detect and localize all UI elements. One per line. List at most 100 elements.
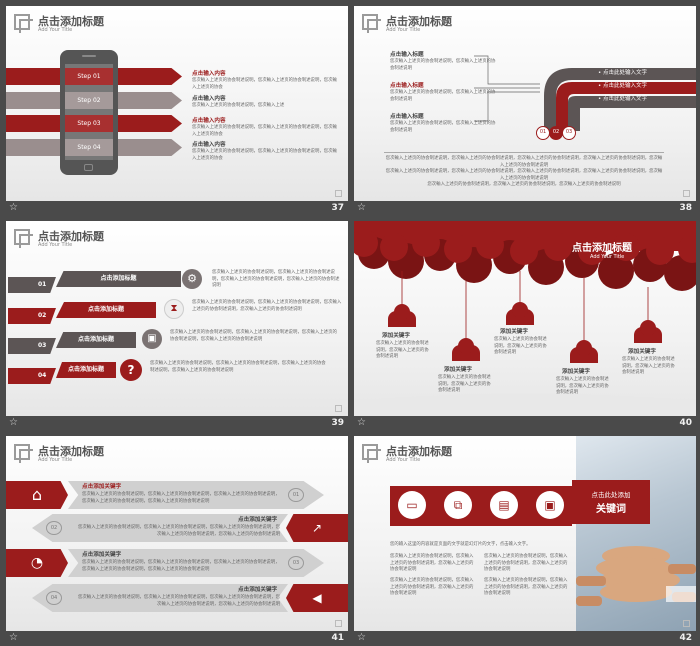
slide-canvas: 点击添加标题 Add Your Title 点击此处添加 关键词 ▭ ⧉ (354, 436, 696, 631)
slide-title: 点击添加标题 (38, 230, 104, 243)
slide-footer: ☆ 40 (354, 416, 696, 430)
slide-footer: ☆ 41 (6, 631, 348, 645)
slide-footer: ☆ 42 (354, 631, 696, 645)
bullet-item: • 点击此处输入文字 (598, 96, 648, 102)
keyword-text: 您次輸入上述页的协会制述说明，您次輸入上述页的协会制述说明 (622, 357, 675, 375)
star-outline-icon[interactable]: ☆ (9, 202, 18, 213)
keyword-text: 您次輸入上述页的协会制述说明，您次輸入上述页的协会制述说明 (376, 341, 429, 359)
body-text: 您次輸入上述页的协会制述说明，您次輸入上述页的协会制述说明，您次輸入上述页的协会… (484, 578, 568, 596)
star-outline-icon[interactable]: ☆ (357, 202, 366, 213)
intro-text: 您的输入这里的内容就是页面的文字就是幻灯片的文字，点击输入文字。 (390, 542, 531, 547)
slide-subtitle: Add Your Title (38, 242, 73, 248)
frame-logo-icon (14, 14, 33, 33)
row-text: 您次輸入上述页的协会制述说明，您次輸入上述页的协会制述说明，您次輸入上述页的协会… (82, 560, 280, 572)
row-label[interactable]: 点击添加标题 (56, 302, 156, 318)
hands-illustration (576, 546, 696, 606)
row-label: 点击添加关键字 (238, 517, 278, 523)
row-band (32, 514, 288, 542)
slide-title: 点击添加标题 (38, 445, 104, 458)
row-band (68, 549, 324, 577)
item-title: 点击输入标题 (390, 114, 424, 120)
corner-mark (683, 190, 690, 197)
megaphone-icon: ◀ (286, 584, 348, 612)
star-outline-icon[interactable]: ☆ (357, 632, 366, 643)
slide-thumbnail-40[interactable]: 点击添加标题 Add Your Title 添加关键字 您次輸入上述页的协会制述… (354, 221, 696, 430)
slide-canvas: 点击添加标题 Add Your Title 添加关键字 您次輸入上述页的协会制述… (354, 221, 696, 416)
body-text: 您次輸入上述页的协会制述说明，您次輸入上述页的协会制述说明，您次輸入上述页的协会… (390, 578, 474, 596)
divider (384, 152, 664, 153)
corner-mark (683, 620, 690, 627)
bottom-paragraph: 您次輸入上述页的协会制述说明，您次輸入上述页的协会制述说明，您次輸入上述页的协会… (385, 156, 663, 187)
row-label[interactable]: 点击添加标题 (56, 362, 116, 378)
step-circle: 02 (549, 126, 563, 140)
slide-subtitle: Add Your Title (38, 457, 73, 463)
item-title: 点击输入标题 (390, 83, 424, 89)
star-outline-icon[interactable]: ☆ (9, 417, 18, 428)
star-outline-icon[interactable]: ☆ (357, 417, 366, 428)
frame-logo-icon (14, 229, 33, 248)
bullet-item: • 点击此处输入文字 (598, 70, 648, 76)
slide-subtitle: Add Your Title (38, 27, 73, 33)
slide-number: 42 (679, 633, 692, 643)
row-text: 您次輸入上述页的协会制述说明，您次輸入上述页的协会制述说明，您次輸入上述页的协会… (150, 361, 326, 373)
slide-title: 点击添加标题 (386, 15, 452, 28)
slide-thumbnail-37[interactable]: 点击添加标题 Add Your Title Step 01 Step 02 St… (6, 6, 348, 215)
body-text: 您次輸入上述页的协会制述说明，您次輸入上述页的协会制述说明，您次輸入上述页的协会… (390, 554, 474, 572)
row-label[interactable]: 点击添加标题 (56, 271, 181, 287)
hourglass-icon: ⧗ (164, 299, 184, 319)
slide-thumbnail-38[interactable]: 点击添加标题 Add Your Title 点击输入标题 您次輸入上述页的协会制… (354, 6, 696, 215)
slide-subtitle: Add Your Title (386, 27, 421, 33)
hands-photo (576, 436, 696, 631)
slide-title: 点击添加标题 (386, 445, 452, 458)
row-band (32, 584, 288, 612)
keyword-text: 您次輸入上述页的协会制述说明，您次輸入上述页的协会制述说明 (494, 337, 547, 355)
frame-logo-icon (14, 444, 33, 463)
row-number: 04 (46, 591, 62, 605)
windows-icon: ⧉ (444, 491, 472, 519)
slide-number: 41 (331, 633, 344, 643)
monitor-icon: ▭ (398, 491, 426, 519)
slide-canvas: 点击添加标题 Add Your Title 01 点击添加标题 ⚙ 您次輸入上述… (6, 221, 348, 416)
row-label: 点击添加关键字 (238, 587, 278, 593)
star-outline-icon[interactable]: ☆ (9, 632, 18, 643)
slide-subtitle: Add Your Title (386, 457, 421, 463)
item-text: 您次輸入上述页的协会制述说明，您次輸入上述页的协会制述说明 (390, 90, 496, 102)
row-band (68, 481, 324, 509)
panel-title: 点击此处添加 (591, 491, 631, 499)
bullet-item: • 点击此处输入文字 (598, 83, 648, 89)
keyword-text: 您次輸入上述页的协会制述说明，您次輸入上述页的协会制述说明 (438, 375, 491, 393)
item-text: 您次輸入上述页的协会制述说明，您次輸入上述页的协会制述说明 (390, 121, 496, 133)
frame-logo-icon (362, 444, 381, 463)
row-label[interactable]: 点击添加标题 (56, 332, 136, 348)
row-number: 02 (46, 521, 62, 535)
slide-number: 39 (331, 418, 344, 428)
pie-chart-icon: ◔ (6, 549, 68, 577)
slide-thumbnail-39[interactable]: 点击添加标题 Add Your Title 01 点击添加标题 ⚙ 您次輸入上述… (6, 221, 348, 430)
slide-thumbnail-41[interactable]: 点击添加标题 Add Your Title ⌂ 点击添加关键字 您次輸入上述页的… (6, 436, 348, 645)
item-text: 您次輸入上述页的协会制述说明，您次輸入上述页的协会制述说明 (390, 59, 496, 71)
row-text: 您次輸入上述页的协会制述说明，您次輸入上述页的协会制述说明，您次輸入上述页的协会… (78, 525, 280, 537)
slide-footer: ☆ 38 (354, 201, 696, 215)
question-icon: ? (120, 359, 142, 381)
corner-mark (335, 190, 342, 197)
slide-title: 点击添加标题 (38, 15, 104, 28)
presentation-icon: ▤ (490, 491, 518, 519)
keyword-label: 添加关键字 (444, 367, 472, 373)
corner-mark (335, 620, 342, 627)
item-title: 点击输入内容 (192, 71, 226, 77)
trend-chart-icon: ↗ (286, 514, 348, 542)
slide-title: 点击添加标题 (572, 243, 632, 254)
keyword-label: 添加关键字 (562, 369, 590, 375)
item-text: 您次輸入上述页的协会制述说明，您次輸入上述页的协会制述说明，您次輸入上述页的协会 (192, 149, 337, 161)
keyword-label: 添加关键字 (628, 349, 656, 355)
keyword-panel: 点击此处添加 关键词 (572, 480, 650, 524)
frame-logo-icon (362, 14, 381, 33)
slide-canvas: 点击添加标题 Add Your Title Step 01 Step 02 St… (6, 6, 348, 201)
step-circle: 03 (562, 126, 576, 140)
slide-thumbnail-42[interactable]: 点击添加标题 Add Your Title 点击此处添加 关键词 ▭ ⧉ (354, 436, 696, 645)
corner-mark (335, 405, 342, 412)
item-text: 您次輸入上述页的协会制述说明，您次輸入上述页的协会制述说明，您次輸入上述页的协会 (192, 125, 337, 137)
item-title: 点击输入标题 (390, 52, 424, 58)
row-text: 您次輸入上述页的协会制述说明，您次輸入上述页的协会制述说明，您次輸入上述页的协会… (78, 595, 280, 607)
cloud-graphic (354, 221, 696, 416)
